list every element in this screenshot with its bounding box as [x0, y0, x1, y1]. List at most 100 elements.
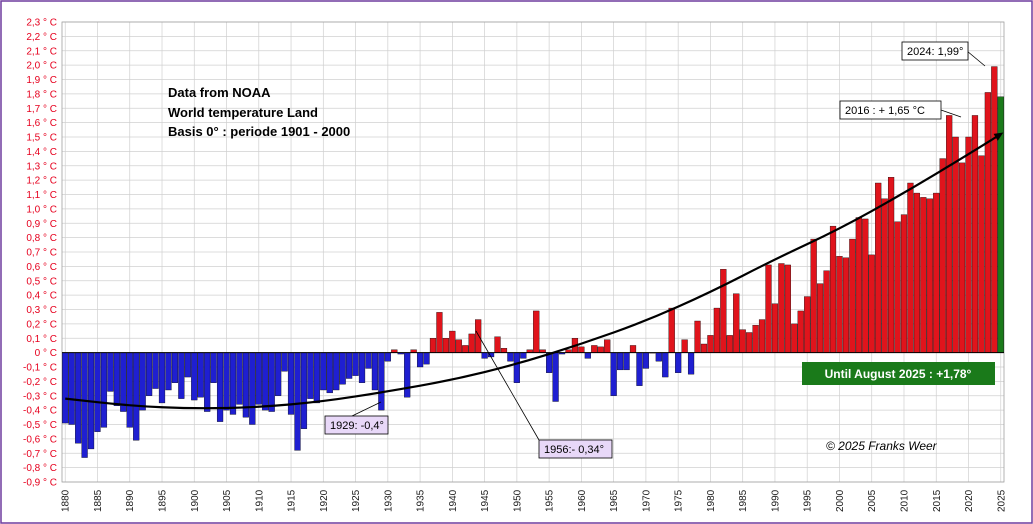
x-tick-label: 1940 [448, 489, 459, 512]
bar-1963 [597, 346, 604, 353]
y-tick-label: 2,1 ° C [26, 46, 57, 57]
bar-1936 [423, 352, 430, 365]
callout-1929-text: 1929: -0,4° [330, 420, 384, 432]
x-tick-label: 1980 [706, 489, 717, 512]
bar-1892 [139, 352, 146, 411]
bar-1974 [668, 307, 675, 353]
bar-1978 [694, 320, 701, 353]
bar-1891 [133, 352, 140, 441]
bar-1990 [771, 303, 779, 353]
bar-1921 [326, 352, 333, 394]
bar-2017 [946, 115, 953, 353]
bar-1993 [791, 323, 798, 353]
x-tick-label: 1925 [351, 489, 362, 512]
bar-1969 [636, 352, 643, 386]
bar-1967 [623, 352, 630, 371]
y-tick-label: -0,8 ° C [23, 463, 57, 474]
bar-1880 [62, 352, 69, 424]
y-tick-label: 1,1 ° C [26, 190, 57, 201]
x-tick-label: 1985 [738, 489, 749, 512]
bar-1987 [752, 325, 759, 353]
bar-1882 [75, 352, 82, 444]
y-tick-label: -0,3 ° C [23, 391, 57, 402]
bar-2000 [836, 256, 843, 353]
x-tick-label: 1900 [190, 489, 201, 512]
bar-1947 [494, 336, 501, 353]
callout-1929: 1929: -0,4° [324, 401, 389, 435]
bar-2015 [933, 192, 940, 353]
bar-2002 [849, 238, 856, 353]
bar-1977 [687, 352, 695, 375]
x-tick-label: 1945 [480, 489, 491, 512]
bar-1943 [468, 333, 475, 353]
x-tick-label: 1990 [770, 489, 781, 512]
bar-1941 [455, 339, 462, 353]
bar-1965 [610, 352, 617, 396]
y-axis-ticks: 2,3 ° C 2,2 ° C 2,1 ° C 2,0 ° C 1,9 ° C 1,8 °… [23, 18, 57, 489]
y-tick-label: 0,5 ° C [26, 276, 57, 287]
bar-2016 [939, 158, 946, 353]
bar-1885 [94, 352, 101, 432]
bar-1905 [223, 352, 230, 411]
x-tick-label: 1950 [512, 489, 523, 512]
y-tick-label: -0,7 ° C [23, 449, 57, 460]
bar-1953 [533, 310, 540, 353]
callout-2024: 2024: 1,99° [901, 41, 986, 67]
y-tick-label: -0,5 ° C [23, 420, 57, 431]
bar-1998 [823, 270, 830, 353]
x-tick-label: 1890 [125, 489, 136, 512]
bar-1881 [68, 352, 75, 425]
bar-1972 [655, 352, 662, 362]
bar-1992 [784, 264, 791, 353]
y-tick-label: -0,2 ° C [23, 377, 57, 388]
bar-1909 [249, 352, 256, 425]
x-tick-label: 1895 [158, 489, 169, 512]
bar-1970 [642, 352, 650, 369]
bar-1991 [778, 263, 785, 353]
bar-1942 [462, 345, 469, 353]
bar-2018 [952, 136, 959, 353]
bar-2014 [926, 198, 933, 353]
bar-2012 [913, 192, 920, 353]
y-tick-label: 0,3 ° C [26, 305, 57, 316]
bar-1966 [617, 352, 624, 371]
current-year-text: Until August 2025 : +1,78° [825, 367, 972, 381]
bar-2011 [907, 182, 914, 353]
x-tick-label: 1920 [319, 489, 330, 512]
callout-2016-text: 2016 : + 1,65 °C [845, 105, 925, 117]
y-tick-label: 0,2 ° C [26, 319, 57, 330]
info-block: Data from NOAA World temperature Land Ba… [168, 85, 350, 139]
bar-1928 [371, 352, 379, 391]
bar-2008 [887, 177, 895, 353]
y-tick-label: 0,1 ° C [26, 334, 57, 345]
bars [62, 66, 1004, 458]
bar-1938 [436, 312, 443, 353]
x-tick-label: 1915 [287, 489, 298, 512]
bar-1997 [817, 283, 824, 353]
y-tick-label: -0,6 ° C [23, 434, 57, 445]
bar-1887 [107, 352, 114, 392]
callout-1956: 1956:- 0,34° [475, 330, 613, 459]
bar-1994 [797, 310, 804, 353]
y-tick-label: -0,4 ° C [23, 406, 57, 417]
y-tick-label: 0,8 ° C [26, 233, 57, 244]
bar-1968 [629, 345, 637, 353]
x-axis-ticks: 1880 1885 1890 1895 1900 1905 1910 1915 1920 1925… [61, 489, 1008, 512]
y-tick-label: 1,0 ° C [26, 204, 57, 215]
bar-2007 [881, 198, 888, 353]
y-tick-label: 1,5 ° C [26, 133, 57, 144]
bar-1962 [591, 345, 598, 353]
bar-1889 [120, 352, 127, 412]
y-tick-label: 1,7 ° C [26, 104, 57, 115]
bar-1906 [229, 352, 237, 415]
x-tick-label: 1975 [674, 489, 685, 512]
x-tick-label: 1965 [609, 489, 620, 512]
callout-2016: 2016 : + 1,65 °C [839, 100, 962, 120]
bar-1999 [829, 225, 837, 353]
x-tick-label: 1930 [383, 489, 394, 512]
info-line-dataset: World temperature Land [168, 105, 318, 120]
current-year-box: Until August 2025 : +1,78° [802, 362, 995, 385]
y-tick-label: 1,2 ° C [26, 176, 57, 187]
bar-1897 [171, 352, 179, 383]
